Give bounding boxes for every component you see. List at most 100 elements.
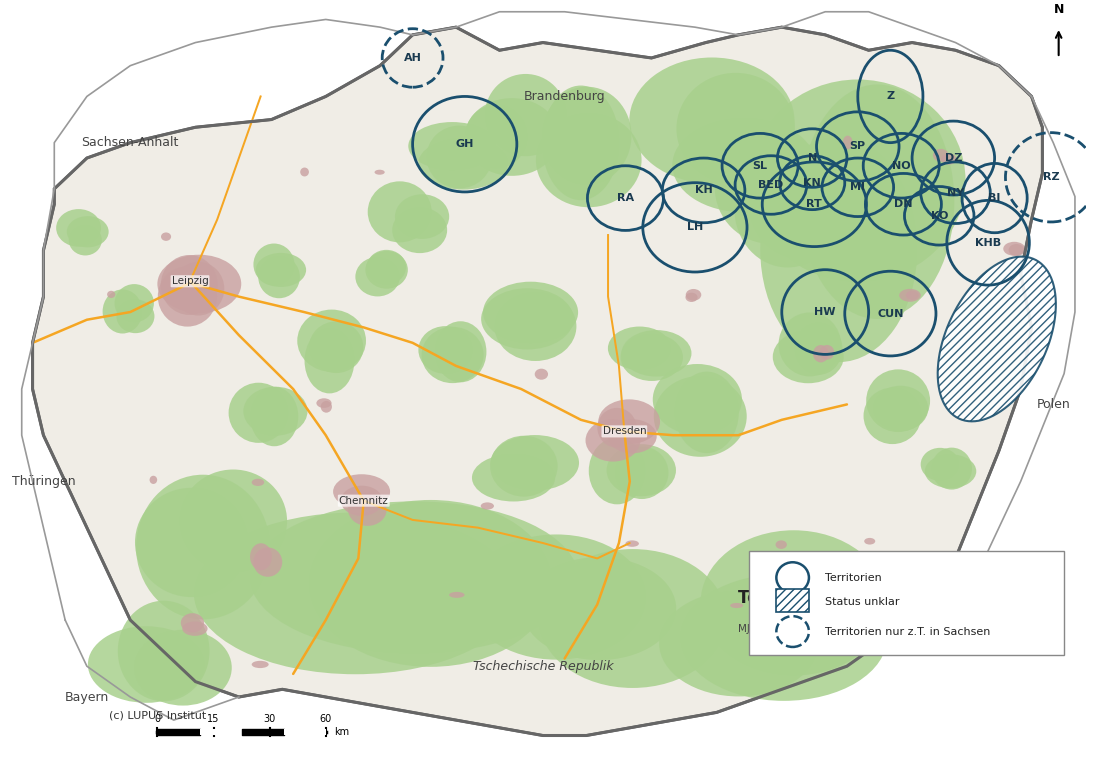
Ellipse shape [485, 74, 566, 156]
Ellipse shape [760, 136, 918, 362]
Text: Brandenburg: Brandenburg [523, 90, 606, 103]
Ellipse shape [750, 80, 966, 282]
Ellipse shape [795, 323, 842, 375]
Ellipse shape [88, 626, 205, 703]
Text: KHB: KHB [975, 238, 1001, 248]
Ellipse shape [735, 150, 841, 268]
Ellipse shape [522, 557, 677, 660]
Ellipse shape [535, 113, 642, 207]
Text: KH: KH [694, 186, 713, 195]
Text: BED: BED [759, 180, 784, 190]
Ellipse shape [495, 292, 576, 361]
Text: Chemnitz: Chemnitz [338, 495, 389, 505]
Text: km: km [334, 727, 349, 737]
Ellipse shape [250, 387, 298, 447]
Ellipse shape [252, 479, 264, 486]
Ellipse shape [341, 485, 382, 516]
Ellipse shape [408, 122, 496, 170]
Ellipse shape [749, 151, 850, 259]
Ellipse shape [899, 289, 921, 302]
Ellipse shape [466, 535, 646, 659]
Ellipse shape [304, 328, 355, 393]
Text: 60: 60 [320, 714, 332, 724]
Ellipse shape [730, 603, 744, 608]
Ellipse shape [534, 368, 548, 380]
Ellipse shape [250, 502, 578, 653]
Ellipse shape [1008, 244, 1024, 256]
Ellipse shape [843, 135, 853, 149]
Text: Leipzig: Leipzig [172, 276, 208, 286]
Ellipse shape [685, 293, 698, 302]
Polygon shape [33, 27, 1042, 735]
Ellipse shape [172, 262, 224, 316]
Ellipse shape [481, 288, 574, 350]
Ellipse shape [864, 538, 875, 545]
Ellipse shape [542, 87, 632, 184]
Ellipse shape [481, 502, 494, 509]
Ellipse shape [589, 437, 646, 505]
Ellipse shape [116, 300, 154, 333]
Text: Territorien: Territorien [826, 573, 881, 583]
Ellipse shape [367, 250, 406, 285]
Ellipse shape [158, 255, 241, 313]
Ellipse shape [229, 382, 288, 443]
Ellipse shape [243, 387, 308, 436]
Text: RT: RT [807, 199, 822, 209]
Text: DZ: DZ [945, 153, 963, 163]
Text: Thüringen: Thüringen [12, 475, 76, 488]
Ellipse shape [701, 530, 887, 676]
Ellipse shape [194, 512, 517, 674]
Ellipse shape [483, 282, 578, 343]
Ellipse shape [864, 388, 921, 444]
Text: MI: MI [851, 183, 865, 192]
Text: 15: 15 [207, 714, 220, 724]
Ellipse shape [586, 420, 641, 461]
Ellipse shape [300, 167, 309, 176]
Bar [776, 589, 809, 612]
Ellipse shape [368, 181, 431, 242]
Ellipse shape [316, 399, 332, 408]
Ellipse shape [333, 474, 390, 509]
Text: Territorien nur z.T. in Sachsen: Territorien nur z.T. in Sachsen [826, 627, 991, 636]
Ellipse shape [491, 435, 579, 491]
Ellipse shape [615, 447, 668, 499]
Ellipse shape [539, 549, 726, 688]
Ellipse shape [677, 73, 795, 184]
Ellipse shape [675, 372, 739, 453]
Ellipse shape [491, 436, 557, 497]
Ellipse shape [181, 613, 204, 632]
Ellipse shape [598, 399, 660, 444]
Ellipse shape [812, 345, 829, 362]
Ellipse shape [800, 84, 955, 319]
Text: BI: BI [989, 193, 1001, 203]
Ellipse shape [925, 454, 977, 488]
Ellipse shape [309, 321, 364, 373]
Ellipse shape [252, 661, 268, 668]
Text: NO: NO [892, 161, 911, 171]
Ellipse shape [135, 488, 247, 597]
Ellipse shape [253, 547, 283, 577]
Ellipse shape [608, 327, 671, 370]
Ellipse shape [158, 266, 217, 327]
Ellipse shape [621, 334, 683, 381]
Text: KO: KO [931, 211, 948, 221]
Ellipse shape [67, 216, 108, 248]
Ellipse shape [250, 543, 272, 570]
Ellipse shape [435, 321, 486, 382]
Ellipse shape [653, 364, 742, 435]
Text: (c) LUPUS Institut: (c) LUPUS Institut [108, 710, 206, 720]
Ellipse shape [1003, 241, 1025, 255]
Ellipse shape [654, 376, 747, 457]
Ellipse shape [366, 251, 407, 289]
Text: Tschechische Republik: Tschechische Republik [473, 659, 613, 673]
Ellipse shape [161, 232, 171, 241]
Ellipse shape [356, 257, 400, 296]
Ellipse shape [180, 470, 287, 573]
Bar [749, 551, 1064, 655]
Text: Dresden: Dresden [602, 426, 646, 437]
Ellipse shape [309, 500, 552, 667]
Text: Bayern: Bayern [65, 690, 110, 704]
Text: SP: SP [850, 142, 866, 152]
Ellipse shape [465, 104, 527, 169]
Text: RA: RA [616, 193, 634, 203]
